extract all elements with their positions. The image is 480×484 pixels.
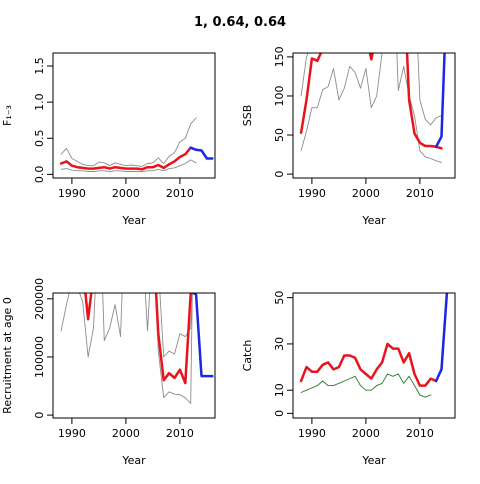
x-axis-label: Year	[121, 454, 146, 467]
y-tick-label: 0.0	[33, 166, 46, 184]
series-line-fit	[154, 293, 195, 385]
x-tick-label: 2000	[352, 427, 380, 440]
series-line-projection	[192, 293, 214, 378]
y-tick-label: 0	[33, 412, 46, 419]
series-line-projection	[434, 293, 449, 383]
panel-3: 1990 2000 2010 0 100000 200000 Year Recruitment…	[1, 278, 216, 467]
series-line-upper	[60, 117, 197, 167]
x-axis-label: Year	[361, 214, 386, 227]
plot-frame	[52, 292, 216, 419]
panel-2: 1990 2000 2010 0 50 100 150 Year SSB	[241, 46, 456, 227]
x-tick-label: 2010	[166, 187, 194, 200]
series-line-fit	[368, 53, 374, 61]
y-axis-label: SSB	[241, 105, 254, 127]
y-tick-label: 0	[273, 171, 286, 178]
x-tick-label: 1990	[298, 427, 326, 440]
series-group	[59, 117, 214, 172]
series-group	[299, 53, 446, 163]
x-tick-label: 2000	[352, 187, 380, 200]
y-tick-label: 50	[273, 291, 286, 305]
y-tick-label: 1.0	[33, 93, 46, 111]
figure-title: 1, 0.64, 0.64	[194, 15, 286, 30]
y-axis-label: F₁₋₃	[1, 105, 14, 126]
y-tick-label: 200000	[33, 278, 46, 320]
series-line-fit	[59, 146, 192, 171]
series-line-observed	[300, 373, 432, 398]
series-line-fit	[299, 342, 438, 387]
x-axis-label: Year	[121, 214, 146, 227]
series-line-lower	[396, 53, 442, 163]
plot-frame	[292, 292, 456, 419]
series-line-lower	[144, 293, 151, 332]
x-tick-label: 2010	[406, 427, 434, 440]
x-axis-label: Year	[361, 454, 386, 467]
y-tick-label: 1.5	[33, 57, 46, 75]
series-line-lower	[300, 53, 383, 152]
y-tick-label: 0.5	[33, 130, 46, 148]
series-line-projection	[189, 146, 214, 160]
x-tick-label: 2010	[166, 427, 194, 440]
x-tick-label: 2010	[406, 187, 434, 200]
series-line-projection	[434, 53, 446, 149]
y-tick-label: 50	[273, 128, 286, 142]
x-tick-label: 2000	[112, 187, 140, 200]
series-line-upper	[417, 53, 442, 126]
series-line-lower	[102, 293, 123, 342]
series-line-fit	[299, 53, 323, 134]
x-tick-label: 1990	[58, 187, 86, 200]
y-axis-label: Catch	[241, 340, 254, 372]
series-line-fit	[405, 53, 443, 150]
panel-4: 1990 2000 2010 0 10 30 50 Year Catch	[241, 291, 456, 467]
y-tick-label: 150	[273, 46, 286, 67]
series-line-fit	[84, 293, 93, 321]
panel-1: 1990 2000 2010 0.0 0.5 1.0 1.5 Year F₁₋₃	[1, 52, 216, 227]
plot-frame	[292, 52, 456, 179]
series-line-lower	[79, 293, 96, 358]
series-group	[299, 293, 449, 398]
plot-frame	[52, 52, 216, 179]
y-tick-label: 30	[273, 337, 286, 351]
y-tick-label: 10	[273, 383, 286, 397]
series-line-lower	[60, 293, 70, 332]
y-tick-label: 100	[273, 85, 286, 106]
y-tick-label: 100000	[33, 336, 46, 378]
y-axis-label: Recruitment at age 0	[1, 297, 14, 414]
series-line-upper	[300, 53, 309, 97]
x-tick-label: 2000	[112, 427, 140, 440]
x-tick-label: 1990	[298, 187, 326, 200]
x-tick-label: 1990	[58, 427, 86, 440]
series-line-lower	[60, 159, 197, 172]
y-tick-label: 0	[273, 410, 286, 417]
series-line-upper	[159, 293, 193, 358]
series-line-lower	[155, 293, 193, 404]
series-group	[60, 293, 214, 404]
